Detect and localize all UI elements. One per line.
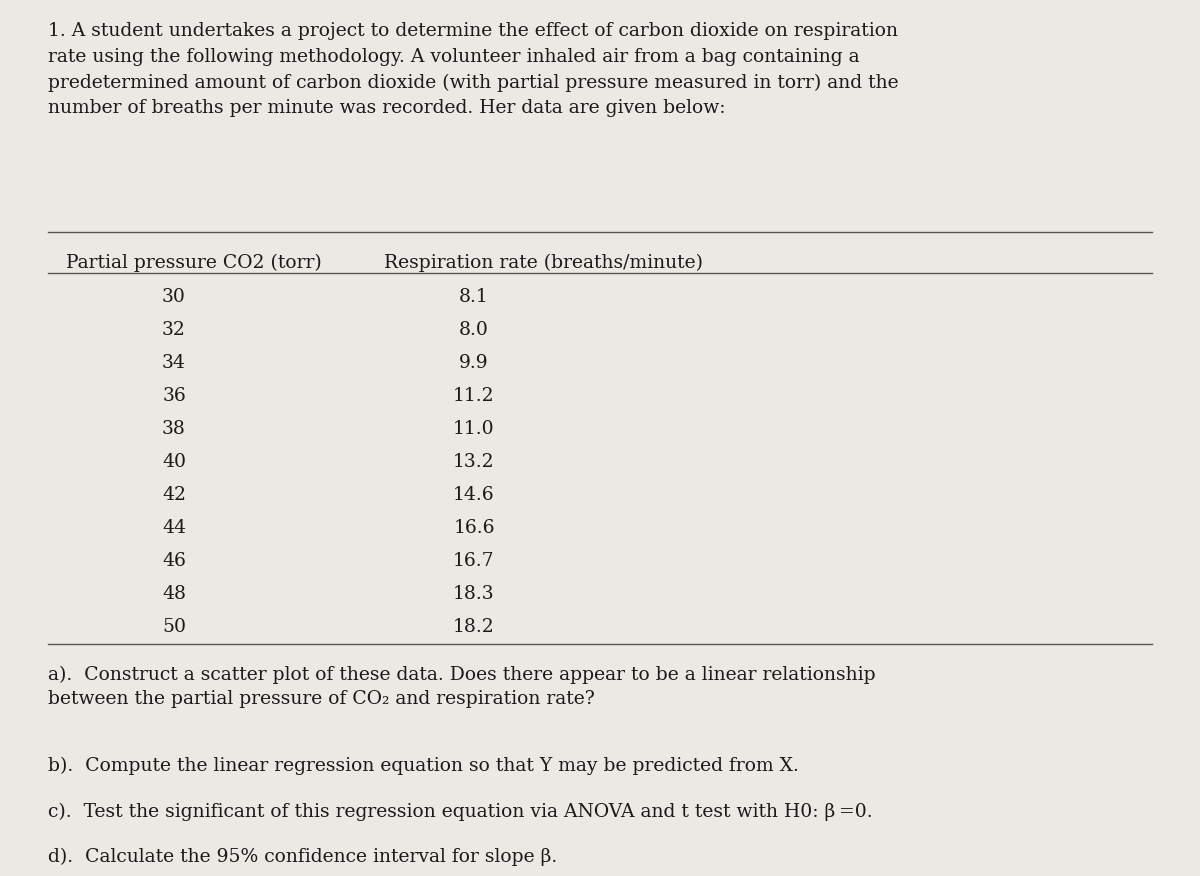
Text: 46: 46 — [162, 552, 186, 570]
Text: 11.2: 11.2 — [454, 387, 494, 405]
Text: 11.0: 11.0 — [454, 420, 494, 438]
Text: b).  Compute the linear regression equation so that Y may be predicted from X.: b). Compute the linear regression equati… — [48, 757, 799, 775]
Text: 50: 50 — [162, 618, 186, 636]
Text: 32: 32 — [162, 321, 186, 339]
Text: 42: 42 — [162, 486, 186, 505]
Text: c).  Test the significant of this regression equation via ANOVA and t test with : c). Test the significant of this regress… — [48, 802, 872, 821]
Text: 13.2: 13.2 — [454, 453, 494, 471]
Text: 16.7: 16.7 — [454, 552, 494, 570]
Text: d).  Calculate the 95% confidence interval for slope β.: d). Calculate the 95% confidence interva… — [48, 848, 557, 866]
Text: 30: 30 — [162, 288, 186, 306]
Text: 1. A student undertakes a project to determine the effect of carbon dioxide on r: 1. A student undertakes a project to det… — [48, 22, 899, 117]
Text: 36: 36 — [162, 387, 186, 405]
Text: a).  Construct a scatter plot of these data. Does there appear to be a linear re: a). Construct a scatter plot of these da… — [48, 666, 876, 709]
Text: 16.6: 16.6 — [454, 519, 494, 537]
Text: 48: 48 — [162, 585, 186, 604]
Text: 18.2: 18.2 — [454, 618, 494, 636]
Text: 34: 34 — [162, 354, 186, 372]
Text: 8.0: 8.0 — [460, 321, 488, 339]
Text: 9.9: 9.9 — [460, 354, 488, 372]
Text: 8.1: 8.1 — [460, 288, 488, 306]
Text: Partial pressure CO2 (torr): Partial pressure CO2 (torr) — [66, 254, 322, 272]
Text: Respiration rate (breaths/minute): Respiration rate (breaths/minute) — [384, 254, 703, 272]
Text: 44: 44 — [162, 519, 186, 537]
Text: 38: 38 — [162, 420, 186, 438]
Text: 14.6: 14.6 — [454, 486, 494, 505]
Text: 40: 40 — [162, 453, 186, 471]
Text: 18.3: 18.3 — [454, 585, 494, 604]
